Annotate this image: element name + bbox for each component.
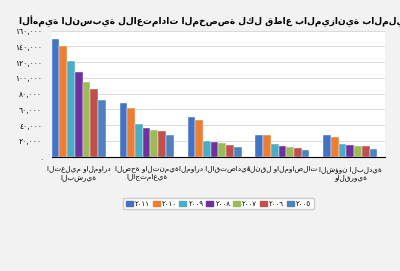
Bar [60, 46, 67, 157]
Bar [98, 100, 106, 157]
Bar [294, 148, 302, 157]
Bar [346, 145, 354, 157]
Bar [166, 136, 174, 157]
Bar [234, 147, 242, 157]
Legend: ۲۰۱۱, ۲۰۱۰, ۲۰۰۹, ۲۰۰۸, ۲۰۰۷, ۲۰۰٦, ۲۰۰٥: ۲۰۱۱, ۲۰۱۰, ۲۰۰۹, ۲۰۰۸, ۲۰۰۷, ۲۰۰٦, ۲۰۰٥ [123, 198, 314, 209]
Bar [150, 130, 158, 157]
Bar [323, 135, 331, 157]
Bar [120, 103, 127, 157]
Bar [255, 135, 263, 157]
Bar [263, 135, 271, 157]
Bar [370, 149, 377, 157]
Bar [211, 143, 218, 157]
Bar [271, 144, 278, 157]
Bar [158, 131, 166, 157]
Bar [82, 82, 90, 157]
Bar [195, 120, 203, 157]
Bar [52, 38, 60, 157]
Bar [127, 108, 135, 157]
Bar [188, 117, 195, 157]
Bar [203, 141, 211, 157]
Bar [278, 146, 286, 157]
Bar [331, 137, 339, 157]
Bar [135, 124, 143, 157]
Title: الأهمية النسبية للاعتمادات المخصصة لكل قطاع بالميزانية بالمليون: الأهمية النسبية للاعتمادات المخصصة لكل ق… [19, 15, 400, 27]
Bar [362, 146, 370, 157]
Bar [67, 61, 75, 157]
Bar [354, 146, 362, 157]
Bar [286, 147, 294, 157]
Bar [143, 128, 150, 157]
Bar [339, 144, 346, 157]
Bar [302, 150, 309, 157]
Bar [218, 143, 226, 157]
Bar [226, 145, 234, 157]
Bar [75, 72, 82, 157]
Bar [90, 89, 98, 157]
